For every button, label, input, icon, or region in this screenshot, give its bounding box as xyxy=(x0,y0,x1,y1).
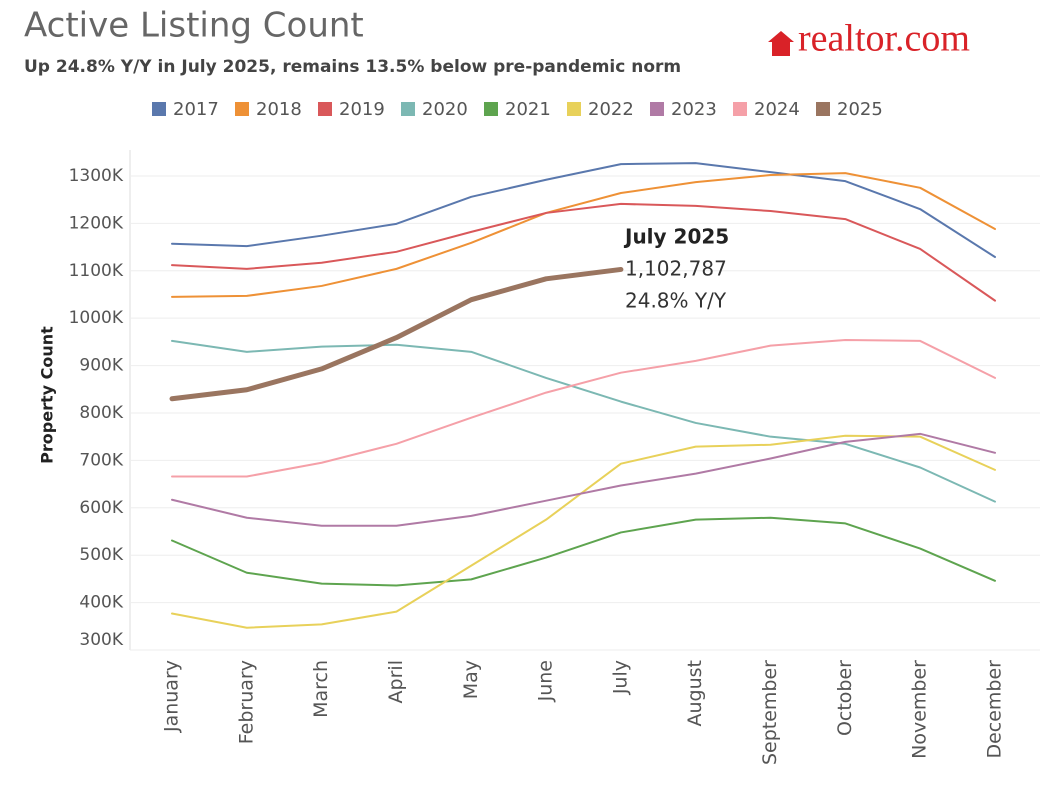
legend-label: 2018 xyxy=(256,99,302,120)
legend-label: 2019 xyxy=(339,99,385,120)
line xyxy=(171,162,996,259)
x-tick-label: June xyxy=(535,660,557,702)
x-tick-label: January xyxy=(161,660,183,733)
y-axis-label: Property Count xyxy=(38,326,57,464)
y-tick-label: 300K xyxy=(79,630,123,650)
line xyxy=(171,202,996,302)
line xyxy=(171,432,996,527)
y-tick-label: 1000K xyxy=(69,308,124,328)
y-tick-label: 400K xyxy=(79,593,123,613)
x-tick-label: December xyxy=(984,660,1006,759)
legend-swatch xyxy=(567,102,581,116)
line xyxy=(171,434,996,629)
line xyxy=(171,516,996,587)
logo-icon xyxy=(768,31,794,56)
y-tick-label: 1300K xyxy=(69,166,124,186)
line xyxy=(169,266,624,402)
y-tick-label: 1200K xyxy=(69,213,124,233)
legend-label: 2020 xyxy=(422,99,468,120)
legend-swatch xyxy=(816,102,830,116)
x-tick-label: October xyxy=(834,660,856,736)
legend-label: 2017 xyxy=(173,99,219,120)
x-tick-label: July xyxy=(609,660,631,695)
line xyxy=(171,338,996,478)
annotation-change: 24.8% Y/Y xyxy=(625,289,727,313)
x-tick-label: September xyxy=(759,660,781,765)
legend-swatch xyxy=(484,102,498,116)
legend-swatch xyxy=(650,102,664,116)
x-tick-label: February xyxy=(235,660,257,744)
annotation-value: 1,102,787 xyxy=(625,257,727,281)
legend-label: 2021 xyxy=(505,99,551,120)
legend-label: 2024 xyxy=(754,99,800,120)
y-tick-label: 600K xyxy=(79,498,123,518)
x-tick-label: April xyxy=(385,660,407,703)
legend-swatch xyxy=(152,102,166,116)
line xyxy=(171,172,996,298)
y-tick-label: 700K xyxy=(79,450,123,470)
chart-title: Active Listing Count xyxy=(24,6,364,46)
legend-label: 2023 xyxy=(671,99,717,120)
y-tick-label: 900K xyxy=(79,356,123,376)
logo: realtor.com xyxy=(768,18,970,60)
legend-swatch xyxy=(318,102,332,116)
legend-swatch xyxy=(401,102,415,116)
x-tick-label: March xyxy=(310,660,332,718)
legend-swatch xyxy=(235,102,249,116)
x-tick-label: May xyxy=(460,660,482,699)
y-tick-label: 500K xyxy=(79,545,123,565)
x-tick-label: November xyxy=(909,660,931,759)
annotation-title: July 2025 xyxy=(623,225,729,249)
y-tick-label: 800K xyxy=(79,403,123,423)
y-tick-label: 1100K xyxy=(69,261,124,281)
legend-label: 2022 xyxy=(588,99,634,120)
legend-label: 2025 xyxy=(837,99,883,120)
legend-swatch xyxy=(733,102,747,116)
line xyxy=(171,339,996,503)
x-tick-label: August xyxy=(684,660,706,727)
logo-text: realtor.com xyxy=(798,18,970,60)
chart-subtitle: Up 24.8% Y/Y in July 2025, remains 13.5%… xyxy=(24,57,681,77)
